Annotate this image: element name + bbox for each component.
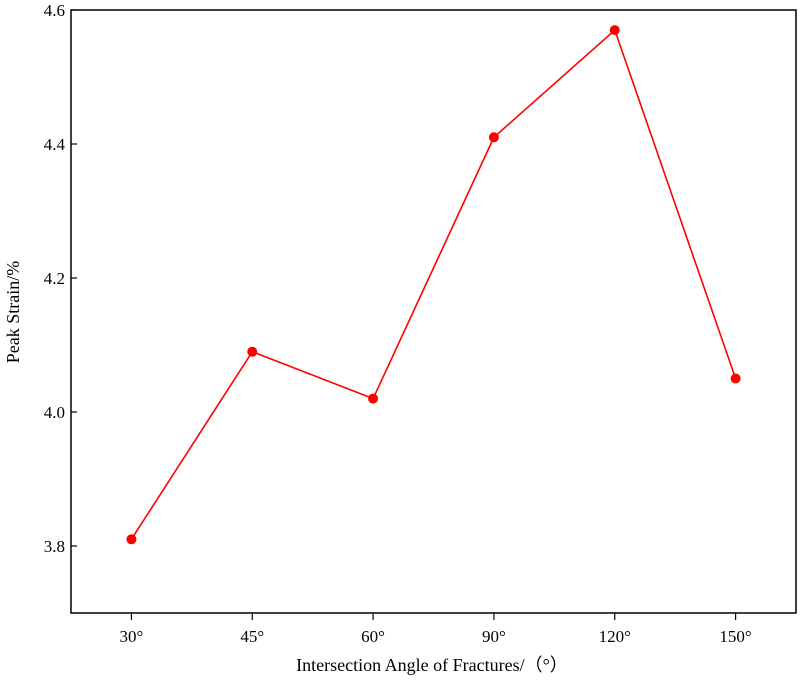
x-tick-label: 30° — [120, 627, 144, 646]
data-point — [368, 393, 379, 404]
y-tick-label: 4.4 — [44, 135, 66, 154]
data-point — [730, 373, 741, 384]
x-tick-label: 45° — [240, 627, 264, 646]
y-tick-label: 4.6 — [44, 1, 65, 20]
y-ticks: 3.8 4.0 4.2 4.4 4.6 — [44, 1, 77, 556]
y-tick-label: 4.2 — [44, 269, 65, 288]
plot-frame — [70, 9, 797, 614]
series-layer — [126, 25, 741, 545]
series-line — [130, 28, 737, 540]
y-axis-title: Peak Strain/% — [3, 261, 23, 363]
x-tick-label: 90° — [482, 627, 506, 646]
x-ticks: 30° 45° 60° 90° 120° 150° — [120, 613, 752, 646]
data-point — [609, 25, 620, 36]
x-tick-label: 60° — [361, 627, 385, 646]
data-point — [126, 534, 137, 545]
y-tick-label: 3.8 — [44, 537, 65, 556]
x-tick-label: 150° — [719, 627, 751, 646]
y-tick-label: 4.0 — [44, 403, 65, 422]
data-point — [488, 132, 499, 143]
data-point — [247, 346, 258, 357]
x-tick-label: 120° — [599, 627, 631, 646]
x-axis-title: Intersection Angle of Fractures/（°） — [296, 655, 568, 675]
